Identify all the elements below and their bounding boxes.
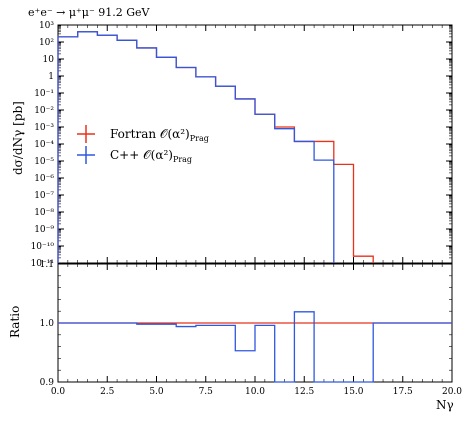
main-y-tick-label: 10⁻³: [34, 123, 54, 133]
main-y-tick-label: 10⁻¹¹: [31, 259, 54, 269]
main-y-tick-label: 10⁻⁷: [34, 191, 54, 201]
main-plot-frame: [57, 24, 453, 264]
legend-fortran-label: Fortran 𝒪(α²)Prag: [110, 127, 209, 143]
main-y-tick-label: 10⁻¹: [34, 89, 54, 99]
main-y-tick-label: 10⁻⁸: [34, 208, 54, 218]
main-y-tick-label: 10⁻¹⁰: [31, 242, 55, 252]
main-y-tick-label: 1: [48, 72, 54, 82]
main-y-tick-label: 10⁻⁴: [34, 140, 54, 150]
main-y-tick-label: 10⁻⁶: [34, 174, 54, 184]
x-tick-label: 12.5: [294, 387, 314, 397]
legend-fortran-name: Fortran 𝒪(α²): [110, 127, 190, 141]
ratio-y-tick-label: 0.9: [40, 378, 55, 388]
legend-cpp-name: C++ 𝒪(α²): [110, 148, 173, 162]
main-y-tick-label: 10: [43, 55, 55, 65]
ratio-y-axis-label: Ratio: [8, 306, 22, 338]
x-tick-label: 10.0: [245, 387, 265, 397]
ratio-y-tick-label: 1.0: [40, 319, 55, 329]
legend-fortran-subscript: Prag: [190, 134, 209, 143]
ratio-series-group: [58, 311, 452, 383]
ratio-y-axis: 0.9 1.0 1.1: [40, 260, 452, 388]
main-y-tick-label: 10⁻⁹: [34, 225, 54, 235]
x-tick-label: 5.0: [149, 387, 164, 397]
ratio-x-axis: 0.0 2.5 5.0 7.5 10.0 12.5 15.0 17.5 20.0: [51, 264, 462, 397]
legend-cpp-label: C++ 𝒪(α²)Prag: [110, 148, 192, 164]
main-y-axis-label: dσ/dNγ [pb]: [11, 101, 25, 175]
x-tick-label: 17.5: [393, 387, 413, 397]
chart-title: e⁺e⁻ → μ⁺μ⁻ 91.2 GeV: [28, 6, 151, 19]
legend: Fortran 𝒪(α²)Prag C++ 𝒪(α²)Prag: [77, 125, 209, 164]
main-series-group: [57, 31, 374, 263]
main-y-tick-label: 10⁻²: [34, 106, 54, 116]
ratio-x-axis-label: Nγ: [436, 398, 454, 412]
main-y-tick-label: 10⁻⁵: [34, 157, 54, 167]
cpp-histogram-line: [57, 31, 335, 263]
ratio-y-tick-label-top: 1.1: [40, 260, 54, 270]
main-y-tick-label: 10²: [39, 38, 54, 48]
x-tick-label: 20.0: [442, 387, 462, 397]
ratio-cpp-line: [58, 311, 452, 383]
x-tick-label: 2.5: [100, 387, 115, 397]
fortran-histogram-line: [57, 31, 374, 263]
legend-cpp-subscript: Prag: [173, 155, 192, 164]
x-tick-label: 15.0: [343, 387, 363, 397]
main-x-axis: [57, 25, 453, 263]
x-tick-label: 7.5: [199, 387, 214, 397]
main-y-tick-label: 10³: [39, 21, 54, 31]
x-tick-label: 0.0: [51, 387, 66, 397]
main-y-axis: 10³ 10² 10 1 10⁻¹ 10⁻² 10⁻³ 10⁻⁴ 10⁻⁵ 10⁻⁶ 10⁻⁷ 10⁻…: [31, 21, 452, 269]
